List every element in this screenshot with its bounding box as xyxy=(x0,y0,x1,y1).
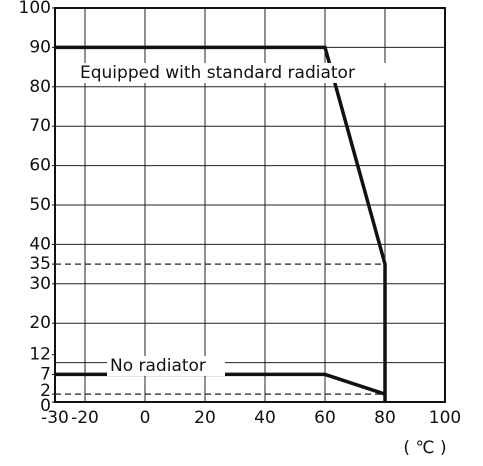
y-tick-label: 70 xyxy=(29,116,51,136)
x-tick-label: 80 xyxy=(374,408,396,428)
series-label: No radiator xyxy=(110,356,206,376)
y-tick-label: 20 xyxy=(29,313,51,333)
y-tick-label: 40 xyxy=(29,234,51,254)
x-tick-label: -20 xyxy=(71,408,99,428)
y-tick-label: 30 xyxy=(29,274,51,294)
label-bg xyxy=(77,63,395,83)
x-tick-label: -30 xyxy=(41,408,69,428)
y-tick-label: 35 xyxy=(29,254,51,274)
y-tick-label: 80 xyxy=(29,77,51,97)
label-bg xyxy=(107,356,225,376)
x-tick-label: 40 xyxy=(254,408,276,428)
y-tick-label: 2 xyxy=(40,381,51,401)
x-tick-label: 100 xyxy=(429,408,461,428)
x-tick-label: 0 xyxy=(140,408,151,428)
y-tick-label: 50 xyxy=(29,195,51,215)
series-line xyxy=(55,372,386,396)
x-axis-label: ( ℃ ) xyxy=(403,438,446,458)
y-tick-label: 60 xyxy=(29,156,51,176)
series-label: Equipped with standard radiator xyxy=(80,63,355,83)
y-tick-label: 12 xyxy=(29,345,51,365)
y-tick-label: 7 xyxy=(40,364,51,384)
x-tick-label: 20 xyxy=(194,408,216,428)
series-line xyxy=(55,45,387,402)
y-tick-label: 90 xyxy=(29,37,51,57)
y-tick-label: 100 xyxy=(19,0,51,18)
y-tick-label: 0 xyxy=(40,396,51,416)
x-tick-label: 60 xyxy=(314,408,336,428)
